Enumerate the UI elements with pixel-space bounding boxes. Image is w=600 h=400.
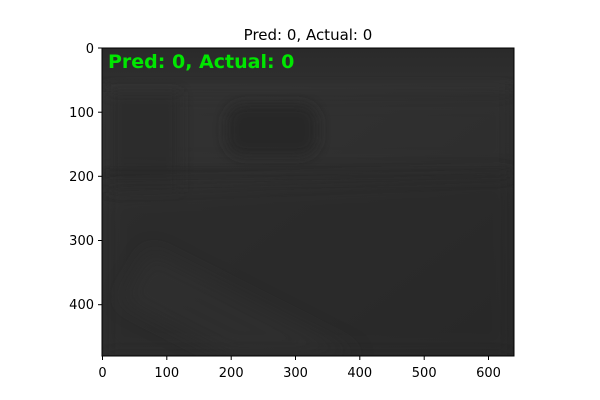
x-tick-label: 400 [347,366,372,381]
y-tick-label: 200 [69,170,94,185]
x-tick-label: 200 [219,366,244,381]
x-axis: 0 100 200 300 400 500 600 [98,356,501,381]
y-tick-label: 100 [69,106,94,121]
x-tick-label: 600 [476,366,501,381]
x-tick-label: 0 [98,366,106,381]
y-axis: 0 100 200 300 400 [69,42,102,313]
y-tick-label: 300 [69,234,94,249]
x-tick-label: 500 [412,366,437,381]
y-tick-label: 400 [69,298,94,313]
y-tick-label: 0 [86,42,94,57]
x-tick-label: 300 [283,366,308,381]
camera-image [102,48,514,356]
figure-title: Pred: 0, Actual: 0 [244,26,373,44]
axes-frame [101,47,515,357]
prediction-overlay-text: Pred: 0, Actual: 0 [108,51,294,73]
x-tick-label: 100 [154,366,179,381]
